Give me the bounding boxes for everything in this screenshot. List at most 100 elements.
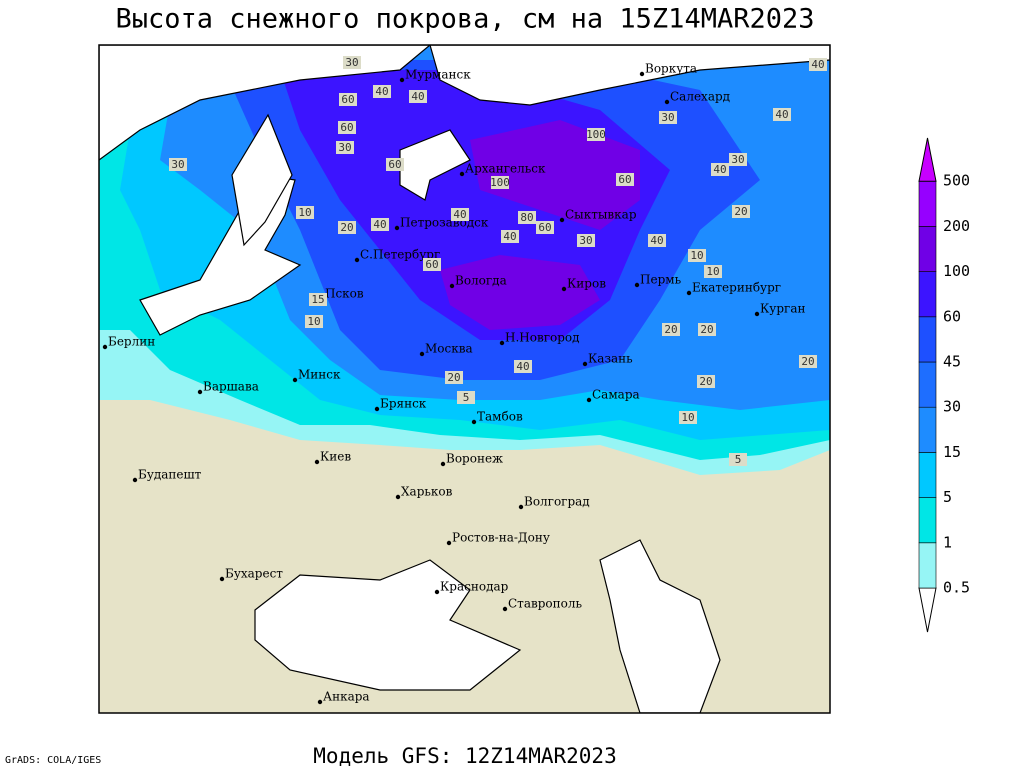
city-dot — [374, 406, 380, 412]
contour-label-box — [409, 90, 427, 103]
contour-label: 30 — [661, 111, 674, 124]
contour-label: 5 — [463, 391, 470, 404]
title: Высота снежного покрова, см на 15Z14MAR2… — [116, 4, 815, 35]
city-dot — [664, 99, 670, 105]
city-dot — [459, 171, 465, 177]
contour-label-box — [169, 158, 187, 171]
colorbar-label: 15 — [943, 443, 961, 461]
colorbar-label: 500 — [943, 172, 970, 190]
contour-label-box — [688, 249, 706, 262]
map-frame — [98, 44, 831, 714]
city-dot — [686, 290, 692, 296]
city-dot — [434, 589, 440, 595]
contour-label: 30 — [345, 56, 358, 69]
contour-label: 40 — [373, 218, 386, 231]
contour-label: 20 — [801, 355, 814, 368]
city-dot — [502, 606, 508, 612]
contour-label: 10 — [690, 249, 703, 262]
city-label: Анкара — [323, 690, 370, 704]
gulf-of-bothnia — [231, 113, 293, 247]
contour-label: 30 — [338, 141, 351, 154]
city-dot — [446, 540, 452, 546]
contour-label: 30 — [171, 158, 184, 171]
contour-label-box — [296, 206, 314, 219]
contour-label-box — [305, 315, 323, 328]
arctic-ocean — [99, 45, 431, 161]
city-dot — [399, 77, 405, 83]
contour-label-box — [338, 221, 356, 234]
city-dot — [639, 71, 645, 77]
contour-label: 10 — [706, 265, 719, 278]
contour-label: 60 — [618, 173, 631, 186]
contour-label-box — [386, 158, 404, 171]
contour-label-box — [336, 141, 354, 154]
contour-label-box — [773, 108, 791, 121]
contour-label: 60 — [425, 258, 438, 271]
city-label: Псков — [325, 287, 364, 301]
colorbar-segment — [918, 406, 937, 453]
contour-label: 40 — [411, 90, 424, 103]
city-label: Киев — [320, 450, 351, 464]
city-dot — [559, 217, 565, 223]
contour-label: 60 — [388, 158, 401, 171]
contour-label-box — [536, 221, 554, 234]
contour-label: 60 — [340, 121, 353, 134]
contour-label-box — [662, 323, 680, 336]
city-label: Самара — [592, 388, 640, 402]
contour-label: 60 — [341, 93, 354, 106]
colorbar-low — [918, 587, 937, 633]
city-label: Тамбов — [477, 410, 523, 424]
contour-label: 40 — [713, 163, 726, 176]
colorbar-segment — [918, 316, 937, 363]
city-dot — [197, 389, 203, 395]
contour-label-box — [698, 323, 716, 336]
city-dot — [561, 286, 567, 292]
contour-label-box — [339, 93, 357, 106]
contour-label-box — [711, 163, 729, 176]
contour-labels: 30 60 40 30 40 60 30 60 100 40 60 40 10 20 40 60 80 100 60… — [169, 56, 827, 466]
contour-label-box — [514, 360, 532, 373]
contour-label: 20 — [734, 205, 747, 218]
contour-label: 40 — [375, 85, 388, 98]
contour-label-box — [309, 293, 327, 306]
colorbar-high — [918, 137, 937, 182]
contour-label-box — [587, 128, 605, 141]
city-label: Бухарест — [225, 567, 283, 581]
contour-label-box — [616, 173, 634, 186]
city-label: Н.Новгород — [505, 331, 580, 345]
city-label: Салехард — [670, 90, 730, 104]
city-dot — [634, 282, 640, 288]
caspian-sea — [599, 539, 721, 713]
contour-label: 40 — [811, 58, 824, 71]
colorbar-label: 200 — [943, 217, 970, 235]
city-dot — [440, 461, 446, 467]
city-label: Москва — [425, 342, 473, 356]
contour-label-box — [799, 355, 817, 368]
city-label: Екатеринбург — [692, 281, 781, 295]
city-label: Минск — [298, 368, 341, 382]
city-dot — [518, 504, 524, 510]
contour-label-box — [457, 391, 475, 404]
city-dot — [449, 283, 455, 289]
colorbar-label: 60 — [943, 307, 961, 325]
contour-label: 10 — [298, 206, 311, 219]
city-dot — [219, 576, 225, 582]
city-dot — [132, 477, 138, 483]
contour-label: 40 — [775, 108, 788, 121]
city-label: Пермь — [640, 273, 682, 287]
contour-label-box — [343, 56, 361, 69]
city-label: Архангельск — [465, 162, 546, 176]
city-dot — [586, 397, 592, 403]
colorbar-segment — [918, 361, 937, 408]
colorbar-segment — [918, 180, 937, 227]
contour-label-box — [451, 208, 469, 221]
cities: Мурманск Воркута Салехард Архангельск Сыктыв… — [102, 62, 805, 705]
city-dot — [499, 340, 505, 346]
city-dot — [102, 344, 108, 350]
contour-label: 40 — [503, 230, 516, 243]
city-label: Воркута — [645, 62, 697, 76]
contour-label: 20 — [340, 221, 353, 234]
contour-label-box — [732, 205, 750, 218]
city-label: Вологда — [455, 274, 507, 288]
